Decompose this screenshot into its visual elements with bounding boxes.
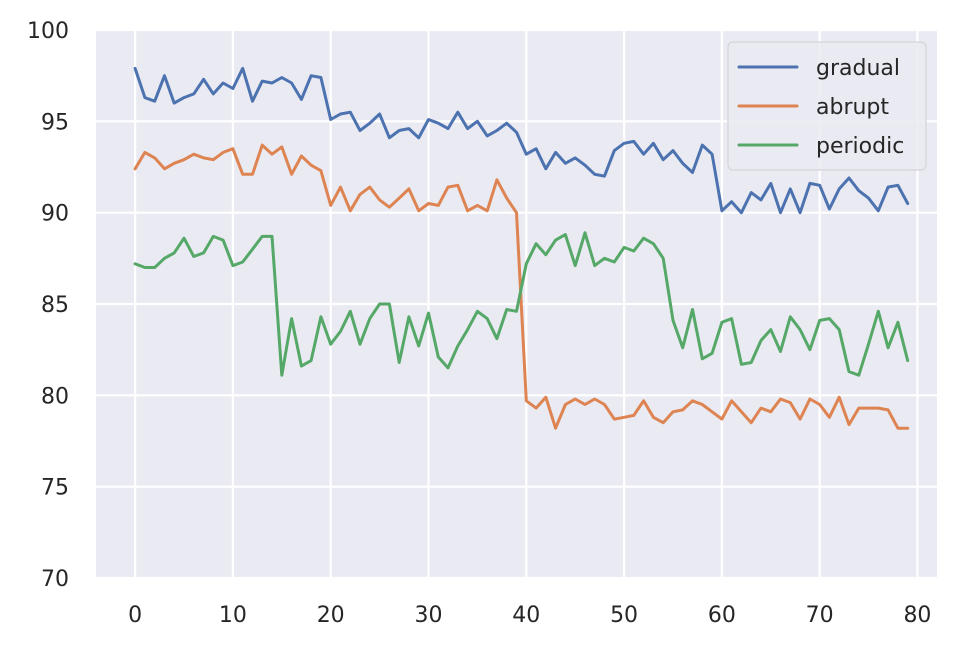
legend-label: periodic bbox=[816, 134, 904, 159]
series-line-gradual bbox=[133, 66, 910, 215]
y-tick-label: 95 bbox=[41, 110, 69, 135]
y-tick-label: 100 bbox=[27, 19, 69, 44]
y-tick-label: 90 bbox=[41, 202, 69, 227]
y-tick-label: 85 bbox=[41, 293, 69, 318]
series-lines bbox=[133, 66, 910, 430]
x-tick-labels: 0 10 20 30 40 50 60 70 80 bbox=[128, 603, 931, 628]
x-tick-label: 30 bbox=[414, 603, 442, 628]
x-tick-label: 70 bbox=[806, 603, 834, 628]
x-tick-label: 20 bbox=[317, 603, 345, 628]
series-line-periodic bbox=[133, 231, 910, 377]
y-tick-label: 80 bbox=[41, 384, 69, 409]
y-tick-label: 75 bbox=[41, 476, 69, 501]
x-tick-label: 0 bbox=[128, 603, 142, 628]
legend-label: abrupt bbox=[816, 95, 889, 120]
series-line-abrupt bbox=[133, 143, 910, 430]
x-tick-label: 40 bbox=[512, 603, 540, 628]
legend: gradual abrupt periodic bbox=[727, 41, 927, 171]
x-tick-label: 10 bbox=[219, 603, 247, 628]
x-tick-label: 80 bbox=[903, 603, 931, 628]
y-tick-label: 70 bbox=[41, 567, 69, 592]
x-tick-label: 60 bbox=[708, 603, 736, 628]
y-tick-labels: 70 75 80 85 90 95 100 bbox=[27, 19, 69, 592]
legend-box bbox=[727, 41, 927, 171]
x-tick-label: 50 bbox=[610, 603, 638, 628]
legend-label: gradual bbox=[816, 56, 900, 81]
